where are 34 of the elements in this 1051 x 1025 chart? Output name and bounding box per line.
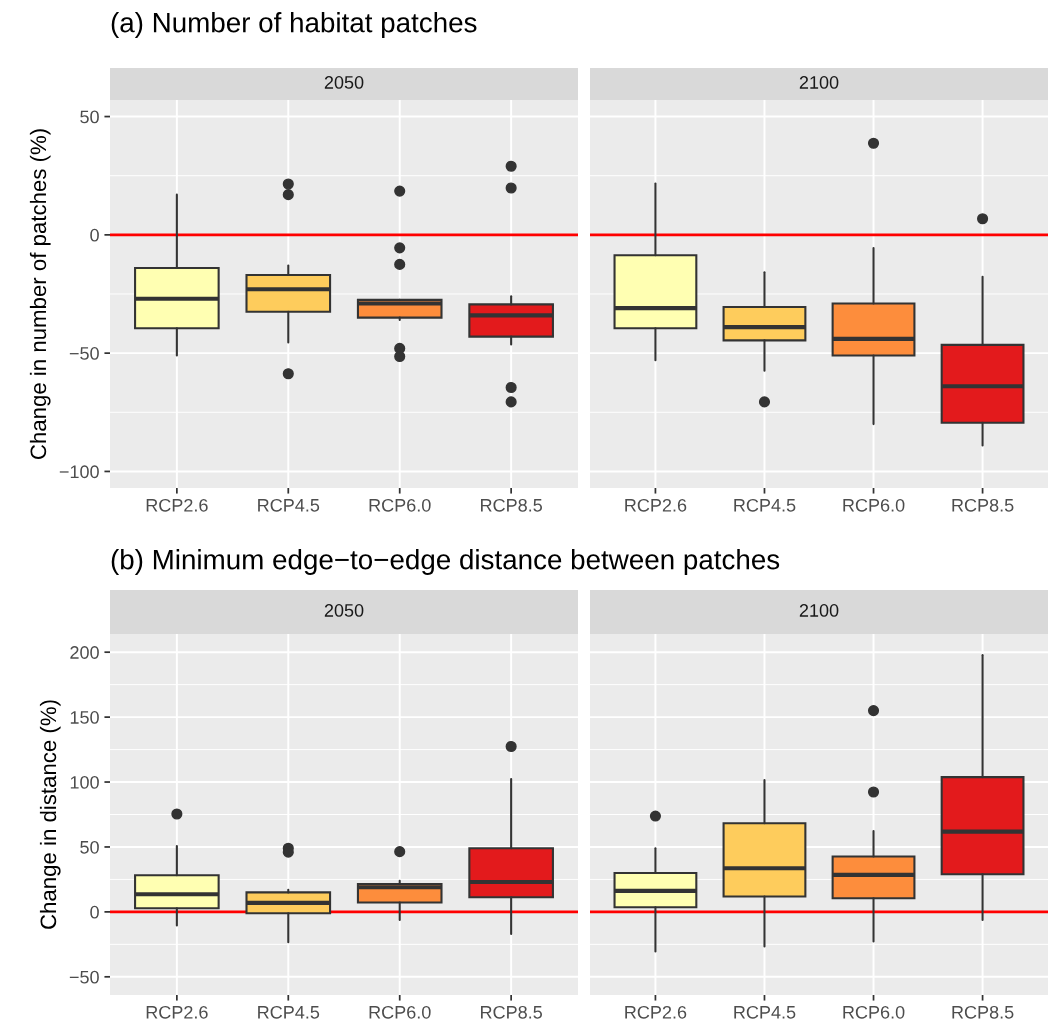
x-tick-label: RCP2.6 <box>146 1005 208 1019</box>
x-tick-label: RCP6.0 <box>843 498 905 512</box>
text: (a) Number of habitat patches <box>111 12 477 38</box>
x-tick-label: RCP4.5 <box>734 1005 796 1019</box>
y-tick-label: 0 <box>90 905 99 919</box>
x-tick-label: RCP6.0 <box>843 1005 905 1019</box>
chart-title: 2050 <box>324 604 364 617</box>
x-tick-label: RCP4.5 <box>258 1005 320 1019</box>
y-tick-label: 100 <box>70 775 99 789</box>
x-tick-label: RCP8.5 <box>481 1005 542 1019</box>
y-tick-label: −100 <box>59 465 99 479</box>
y-tick-label: 50 <box>80 840 99 854</box>
x-tick-label: RCP2.6 <box>146 498 208 512</box>
x-tick-label: RCP8.5 <box>952 1005 1014 1019</box>
text: (b) Minimum edge−to−edge distance between patches <box>111 549 780 575</box>
y-tick-label: 0 <box>90 228 99 242</box>
x-tick-label: RCP2.6 <box>625 1005 687 1019</box>
x-tick-label: RCP2.6 <box>625 498 687 512</box>
chart-title: 2100 <box>799 76 839 89</box>
chart-title: 2100 <box>799 604 839 617</box>
x-tick-label: RCP8.5 <box>481 498 542 512</box>
y-tick-label: −50 <box>69 347 99 360</box>
y-tick-label: −50 <box>69 970 99 984</box>
x-tick-label: RCP4.5 <box>258 498 320 512</box>
y-tick-label: 150 <box>70 711 99 724</box>
y-axis-title: Change in number of patches (%) <box>29 129 51 459</box>
x-tick-label: RCP8.5 <box>952 498 1014 512</box>
chart-title: 2050 <box>324 76 364 89</box>
x-tick-label: RCP4.5 <box>734 498 796 512</box>
x-tick-label: RCP6.0 <box>369 498 431 512</box>
y-axis-title: Change in distance (%) <box>39 700 61 929</box>
y-tick-label: 200 <box>70 646 99 659</box>
y-tick-label: 50 <box>80 110 99 124</box>
x-tick-label: RCP6.0 <box>369 1005 431 1019</box>
